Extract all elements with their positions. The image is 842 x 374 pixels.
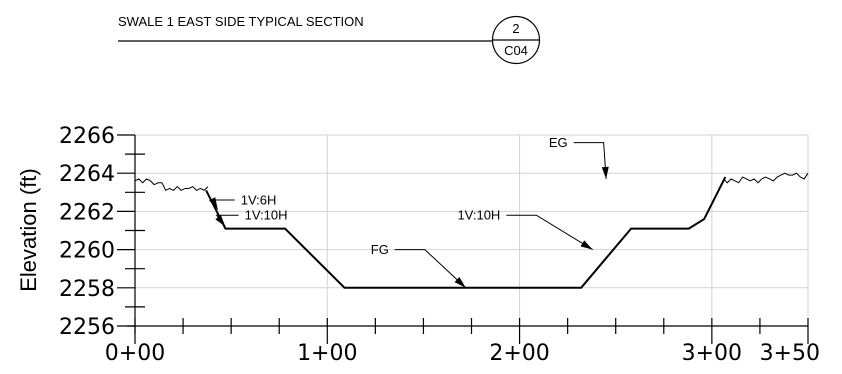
callout-label: 1V:6H: [241, 192, 277, 207]
finished-grade-line: [205, 176, 727, 289]
leader-line: [506, 214, 593, 251]
y-tick-label: 2264: [59, 162, 115, 187]
chart-axes: [117, 134, 809, 344]
arrowhead: [601, 166, 609, 179]
chart-series: [134, 172, 809, 289]
y-axis-title: Elevation (ft): [16, 168, 41, 292]
y-tick-label: 2262: [59, 200, 115, 225]
y-tick-label: 2266: [59, 124, 115, 149]
callout-label: EG: [549, 135, 568, 150]
y-tick-label: 2260: [59, 239, 115, 264]
callout-eg: EG: [549, 135, 609, 179]
tick-labels: 2256 2258 2260 2262 2264 2266 0+00 1+00 2+00 3+00…: [59, 124, 820, 366]
callout-1v-10h: 1V:10H: [215, 208, 287, 227]
x-tick-label: 1+00: [297, 341, 357, 366]
detail-number: 2: [512, 21, 519, 36]
arrowhead: [215, 215, 226, 227]
callout-1v-6h: 1V:6H: [209, 192, 277, 210]
callout-label: 1V:10H: [457, 208, 500, 223]
y-tick-label: 2258: [59, 277, 115, 302]
leader-line: [394, 249, 467, 289]
x-tick-label: 3+00: [682, 341, 742, 366]
existing-ground-line: [723, 172, 809, 184]
detail-sheet-ref: C04: [504, 43, 528, 58]
callout-label: 1V:10H: [245, 208, 288, 223]
x-tick-label: 3+50: [760, 341, 820, 366]
leader-line: [573, 142, 607, 179]
x-tick-label: 2+00: [489, 341, 549, 366]
y-tick-label: 2256: [59, 315, 115, 340]
x-tick-label: 0+00: [105, 341, 165, 366]
callout-1v-10h: 1V:10H: [457, 208, 593, 251]
chart-grid: [135, 134, 809, 326]
existing-ground-line: [134, 178, 209, 192]
callout-fg: FG: [371, 242, 467, 289]
title-block: SWALE 1 EAST SIDE TYPICAL SECTION 2 C04: [118, 14, 541, 65]
section-title: SWALE 1 EAST SIDE TYPICAL SECTION: [118, 14, 364, 29]
arrowhead: [454, 277, 466, 288]
callout-label: FG: [371, 242, 389, 257]
arrowhead: [209, 197, 218, 210]
arrowhead: [580, 240, 593, 250]
